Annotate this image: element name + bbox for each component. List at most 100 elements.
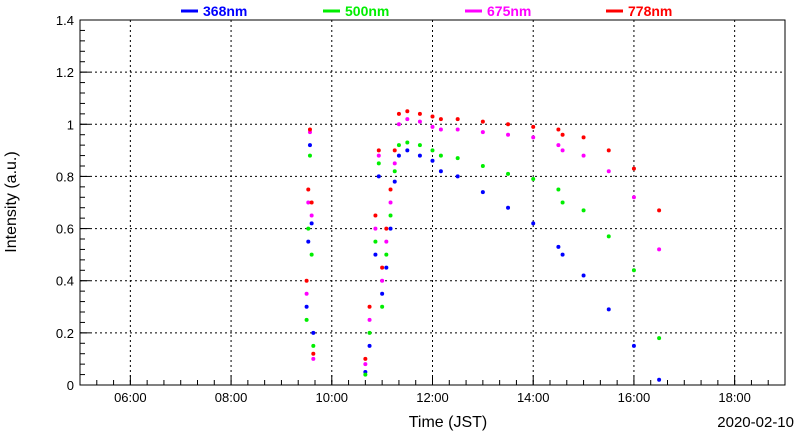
data-point-778nm	[367, 304, 372, 309]
data-point-778nm	[405, 109, 410, 114]
data-point-778nm	[581, 135, 586, 140]
data-point-368nm	[388, 226, 393, 231]
data-point-675nm	[306, 200, 311, 205]
data-point-500nm	[405, 140, 410, 145]
data-point-368nm	[304, 304, 309, 309]
legend-label-675nm: 675nm	[487, 3, 531, 19]
y-axis-title: Intensity (a.u.)	[3, 151, 20, 252]
series-500nm	[304, 140, 662, 377]
data-point-500nm	[373, 239, 378, 244]
x-tick-label: 06:00	[114, 390, 147, 405]
data-point-500nm	[631, 268, 636, 273]
data-point-368nm	[367, 343, 372, 348]
data-point-675nm	[455, 127, 460, 132]
data-point-368nm	[396, 153, 401, 158]
data-point-500nm	[306, 226, 311, 231]
data-point-368nm	[581, 273, 586, 278]
y-tick-label: 0.2	[56, 326, 74, 341]
data-point-368nm	[531, 221, 536, 226]
data-point-500nm	[531, 177, 536, 182]
data-point-500nm	[556, 187, 561, 192]
data-point-675nm	[304, 291, 309, 296]
data-point-500nm	[506, 171, 511, 176]
data-point-778nm	[657, 208, 662, 213]
data-point-675nm	[363, 362, 368, 367]
data-point-500nm	[396, 143, 401, 148]
data-point-778nm	[396, 111, 401, 116]
y-tick-labels: 0 0.2 0.4 0.6 0.8 1 1.2 1.4	[56, 13, 74, 393]
data-point-500nm	[311, 343, 316, 348]
data-point-675nm	[606, 169, 611, 174]
data-point-675nm	[392, 161, 397, 166]
data-point-778nm	[531, 124, 536, 129]
data-point-500nm	[304, 317, 309, 322]
y-tick-label: 0.4	[56, 274, 74, 289]
data-point-675nm	[396, 122, 401, 127]
data-point-368nm	[480, 190, 485, 195]
axis-ticks	[79, 19, 786, 386]
data-point-500nm	[438, 153, 443, 158]
data-point-778nm	[631, 166, 636, 171]
data-point-368nm	[307, 143, 312, 148]
data-point-778nm	[373, 213, 378, 218]
data-point-368nm	[417, 153, 422, 158]
data-point-675nm	[657, 247, 662, 252]
y-tick-label: 1.4	[56, 13, 74, 28]
y-tick-label: 0.8	[56, 169, 74, 184]
data-point-778nm	[311, 351, 316, 356]
data-point-778nm	[384, 226, 389, 231]
data-point-675nm	[531, 135, 536, 140]
y-tick-label: 1.2	[56, 65, 74, 80]
data-point-368nm	[560, 252, 565, 257]
data-point-368nm	[506, 205, 511, 210]
data-point-368nm	[380, 291, 385, 296]
data-point-368nm	[556, 244, 561, 249]
data-point-368nm	[392, 179, 397, 184]
data-point-368nm	[430, 158, 435, 163]
data-point-500nm	[430, 148, 435, 153]
data-point-675nm	[430, 124, 435, 129]
data-point-368nm	[376, 174, 381, 179]
data-point-368nm	[373, 252, 378, 257]
data-point-675nm	[405, 117, 410, 122]
data-point-368nm	[405, 148, 410, 153]
data-point-368nm	[631, 343, 636, 348]
data-point-675nm	[581, 153, 586, 158]
data-point-500nm	[384, 252, 389, 257]
data-point-368nm	[606, 307, 611, 312]
legend: 368nm 500nm 675nm 778nm	[181, 3, 672, 19]
data-point-675nm	[367, 317, 372, 322]
data-point-675nm	[631, 195, 636, 200]
data-point-500nm	[455, 156, 460, 161]
series-368nm	[304, 143, 662, 382]
data-point-368nm	[455, 174, 460, 179]
data-point-675nm	[438, 127, 443, 132]
y-tick-label: 1	[67, 117, 74, 132]
data-point-368nm	[657, 377, 662, 382]
x-tick-label: 10:00	[316, 390, 349, 405]
series-675nm	[304, 117, 662, 367]
data-point-778nm	[480, 119, 485, 124]
data-point-500nm	[307, 153, 312, 158]
data-point-500nm	[581, 208, 586, 213]
x-tick-label: 08:00	[215, 390, 248, 405]
data-points	[304, 109, 662, 382]
data-point-675nm	[309, 213, 314, 218]
x-tick-label: 16:00	[618, 390, 651, 405]
legend-label-778nm: 778nm	[628, 3, 672, 19]
data-point-778nm	[438, 117, 443, 122]
data-point-778nm	[388, 187, 393, 192]
data-point-675nm	[388, 200, 393, 205]
series-778nm	[304, 109, 662, 361]
legend-label-368nm: 368nm	[203, 3, 247, 19]
data-point-778nm	[506, 122, 511, 127]
data-point-778nm	[380, 265, 385, 270]
x-tick-label: 18:00	[718, 390, 751, 405]
data-point-778nm	[417, 111, 422, 116]
data-point-675nm	[480, 130, 485, 135]
data-point-500nm	[480, 164, 485, 168]
data-point-368nm	[384, 265, 389, 270]
data-point-675nm	[380, 278, 385, 283]
data-point-500nm	[417, 143, 422, 148]
